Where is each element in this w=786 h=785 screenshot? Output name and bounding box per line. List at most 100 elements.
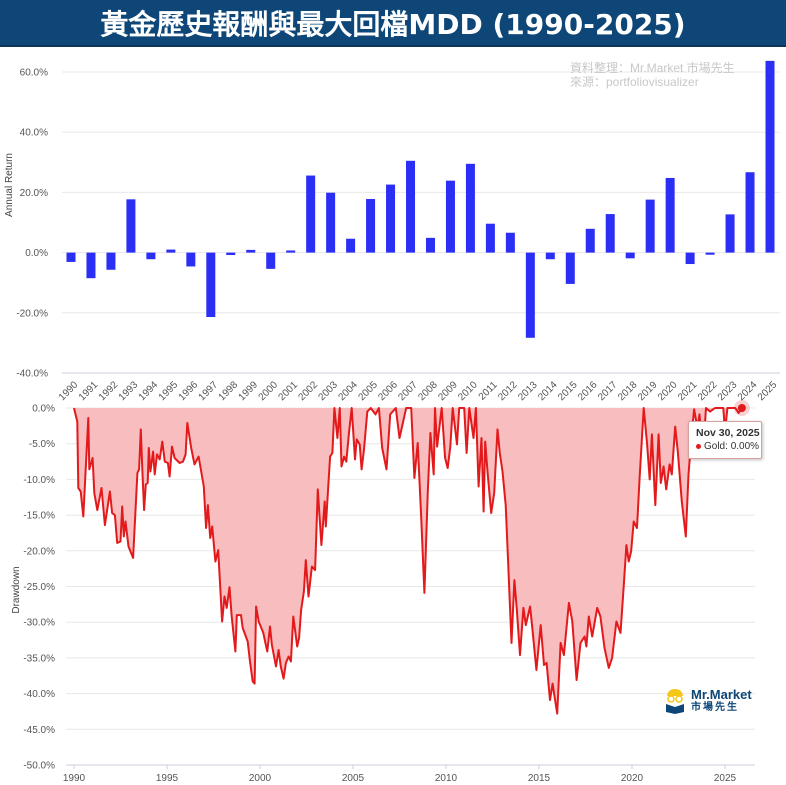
hover-point bbox=[737, 404, 746, 412]
y-tick-label: -25.0% bbox=[23, 582, 55, 593]
x-tick-label: 2007 bbox=[396, 379, 420, 403]
x-tick-label: 2009 bbox=[436, 379, 460, 403]
x-tick-label: 2012 bbox=[496, 379, 520, 403]
bar-1997 bbox=[206, 252, 216, 318]
x-tick-label: 2011 bbox=[477, 379, 500, 402]
logo-name: Mr.Market bbox=[691, 687, 752, 702]
bar-2008 bbox=[425, 237, 435, 253]
x-tick-label: 2019 bbox=[636, 379, 660, 403]
x-tick-label: 2000 bbox=[257, 379, 281, 403]
y-tick-label: 40.0% bbox=[20, 128, 48, 139]
watermark-source-credit: 資料整理：Mr.Market 市場先生 bbox=[570, 60, 735, 75]
x-tick-label: 1991 bbox=[77, 379, 101, 403]
x-tick-label: 1994 bbox=[137, 379, 161, 403]
x-tick-label: 1995 bbox=[157, 379, 181, 403]
x-tick-label: 2021 bbox=[676, 379, 700, 403]
x-tick-label: 2025 bbox=[756, 379, 780, 403]
x-tick-label: 1990 bbox=[57, 379, 81, 403]
x-tick-label: 2010 bbox=[456, 379, 480, 403]
bar-2024 bbox=[745, 172, 755, 253]
bar-2012 bbox=[505, 232, 515, 253]
x-tick-label: 2004 bbox=[336, 379, 360, 403]
x-tick-label: 2015 bbox=[528, 773, 551, 784]
bar-2002 bbox=[306, 175, 316, 253]
y-tick-label: -40.0% bbox=[16, 369, 48, 380]
x-tick-label: 2006 bbox=[376, 379, 400, 403]
bar-1993 bbox=[126, 199, 136, 253]
y-tick-label: -15.0% bbox=[23, 511, 55, 522]
bar-2000 bbox=[266, 252, 276, 269]
x-tick-label: 2024 bbox=[736, 379, 760, 403]
x-tick-label: 1990 bbox=[63, 773, 86, 784]
y-tick-label: 0.0% bbox=[25, 248, 48, 259]
x-tick-label: 2023 bbox=[716, 379, 740, 403]
series-dot-icon bbox=[696, 443, 701, 449]
x-tick-label: 2001 bbox=[277, 379, 301, 403]
drawdown-area bbox=[74, 408, 742, 714]
bar-2001 bbox=[286, 250, 296, 253]
x-tick-label: 1995 bbox=[156, 773, 179, 784]
tooltip-value: 0.00% bbox=[730, 441, 760, 452]
bar-2015 bbox=[565, 252, 575, 284]
bar-2004 bbox=[346, 238, 356, 253]
bar-1994 bbox=[146, 252, 156, 260]
bar-1991 bbox=[86, 252, 96, 279]
y-tick-label: 0.0% bbox=[32, 404, 55, 415]
x-tick-label: 2016 bbox=[576, 379, 600, 403]
y-tick-label: -30.0% bbox=[23, 618, 55, 629]
bar-2009 bbox=[445, 180, 455, 253]
tooltip-series: Gold bbox=[704, 441, 726, 452]
bar-2010 bbox=[465, 163, 475, 253]
x-tick-label: 2008 bbox=[416, 379, 440, 403]
x-tick-label: 2022 bbox=[696, 379, 720, 403]
x-tick-label: 1992 bbox=[97, 379, 121, 403]
x-tick-label: 2003 bbox=[316, 379, 340, 403]
x-tick-label: 2005 bbox=[342, 773, 365, 784]
x-tick-label: 2015 bbox=[556, 379, 580, 403]
y-tick-label: 20.0% bbox=[20, 188, 48, 199]
x-tick-label: 2000 bbox=[249, 773, 272, 784]
bar-1996 bbox=[186, 252, 196, 267]
bar-2021 bbox=[685, 252, 695, 265]
watermark-source: 來源：portfoliovisualizer bbox=[570, 75, 699, 89]
title-bar: 黃金歷史報酬與最大回檔MDD (1990-2025) bbox=[0, 0, 786, 47]
y-tick-label: -45.0% bbox=[23, 725, 55, 736]
bar-2022 bbox=[705, 252, 715, 255]
y-tick-label: -35.0% bbox=[23, 653, 55, 664]
bar-1990 bbox=[66, 252, 76, 262]
x-tick-label: 1999 bbox=[237, 379, 261, 403]
page-title: 黃金歷史報酬與最大回檔MDD (1990-2025) bbox=[100, 7, 686, 41]
x-tick-label: 2005 bbox=[356, 379, 380, 403]
y-tick-label: -50.0% bbox=[23, 761, 55, 772]
bar-2005 bbox=[366, 199, 376, 253]
y-tick-label: -20.0% bbox=[16, 308, 48, 319]
bar-2018 bbox=[625, 252, 635, 259]
y-tick-label: -5.0% bbox=[29, 439, 55, 450]
bar-1992 bbox=[106, 252, 116, 270]
bar-2014 bbox=[545, 252, 555, 260]
annual-return-chart: 60.0% 40.0% 20.0% 0.0% -20.0% -40.0% Annual Re… bbox=[4, 60, 780, 403]
x-tick-label: 1996 bbox=[177, 379, 201, 403]
x-tick-label: 2025 bbox=[714, 773, 737, 784]
y-tick-label: -10.0% bbox=[23, 475, 55, 486]
bar-2025 bbox=[765, 60, 775, 253]
bar-2003 bbox=[326, 192, 336, 253]
logo-subtitle: 市場先生 bbox=[691, 702, 739, 713]
y-tick-label: -20.0% bbox=[23, 546, 55, 557]
bar-1999 bbox=[246, 249, 256, 253]
x-tick-label: 2002 bbox=[297, 379, 321, 403]
x-tick-label: 2017 bbox=[596, 379, 620, 403]
bar-2023 bbox=[725, 214, 735, 253]
bar-1998 bbox=[226, 252, 236, 256]
bar-1995 bbox=[166, 249, 176, 253]
x-tick-label: 1997 bbox=[197, 379, 221, 403]
mascot-icon bbox=[666, 689, 684, 714]
y-tick-label: 60.0% bbox=[20, 68, 48, 79]
bar-2006 bbox=[386, 184, 396, 253]
x-tick-label: 1998 bbox=[217, 379, 241, 403]
x-tick-label: 2014 bbox=[536, 379, 560, 403]
bar-2013 bbox=[525, 252, 535, 338]
x-tick-label: 2013 bbox=[516, 379, 540, 403]
bar-2011 bbox=[485, 223, 495, 253]
